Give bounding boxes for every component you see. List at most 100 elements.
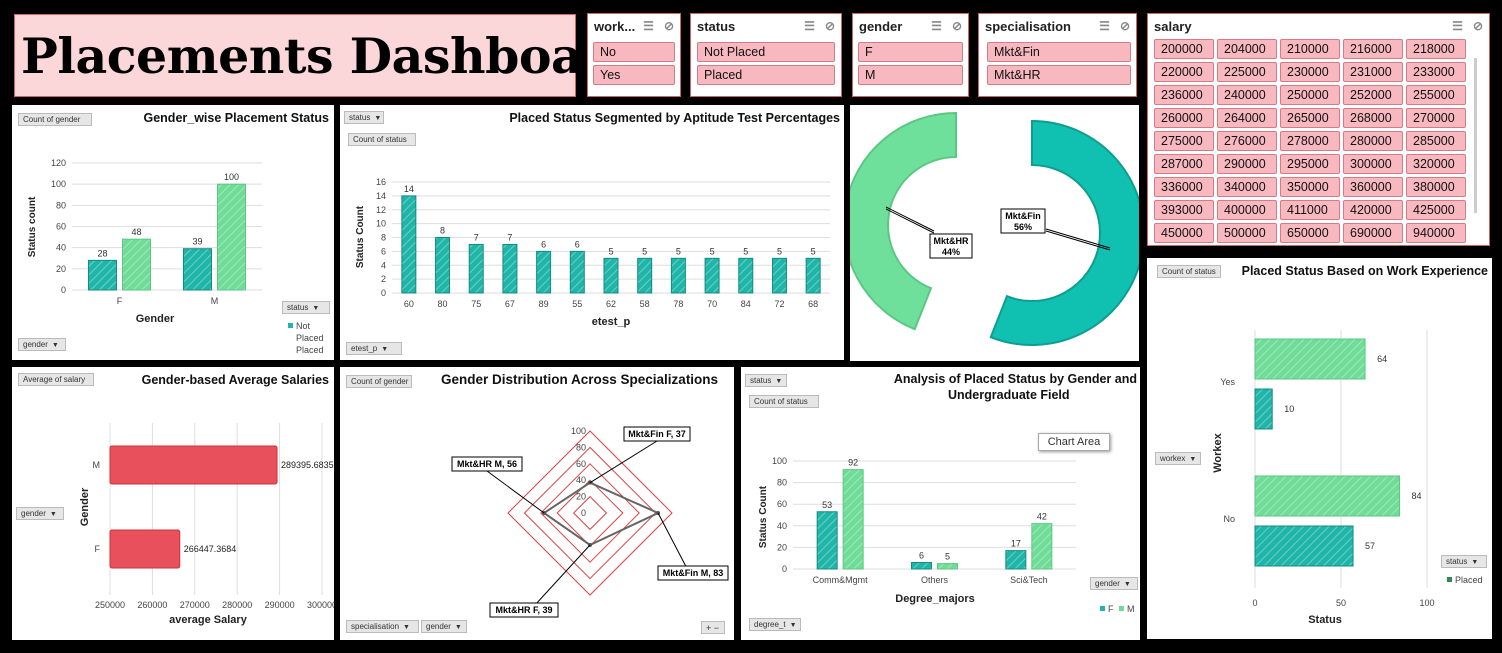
- avg-salary-chart[interactable]: 250000 260000 270000 280000 290000 300000 2893…: [12, 367, 334, 640]
- salary-slicer-item[interactable]: 225000: [1217, 62, 1277, 82]
- salary-slicer-item[interactable]: 500000: [1217, 223, 1277, 243]
- degree-chart[interactable]: 0 20 40 60 80 100 53 92 Comm&Mgmt 6 5 Others 17 42 Sci…: [741, 367, 1140, 640]
- salary-slicer-item[interactable]: 270000: [1406, 108, 1466, 128]
- slicer-item[interactable]: Yes: [593, 65, 675, 85]
- status-slicer[interactable]: status ☰ ⊘ Not Placed Placed: [690, 13, 842, 97]
- salary-slicer-item[interactable]: 350000: [1280, 177, 1340, 197]
- etest-panel: Placed Status Segmented by Aptitude Test…: [340, 105, 844, 360]
- salary-slicer-item[interactable]: 260000: [1154, 108, 1214, 128]
- clear-filter-icon[interactable]: ⊘: [951, 19, 962, 33]
- etest-chart[interactable]: 0246810121416146088077576768965556255857…: [340, 105, 844, 360]
- multi-select-icon[interactable]: ☰: [1452, 19, 1463, 33]
- salary-slicer-item[interactable]: 336000: [1154, 177, 1214, 197]
- slicer-item[interactable]: Not Placed: [697, 42, 835, 62]
- salary-slicer-item[interactable]: 450000: [1154, 223, 1214, 243]
- salary-slicer[interactable]: salary ☰ ⊘ 200000 204000 210000 216000 218000 2…: [1147, 13, 1490, 246]
- salary-slicer-item[interactable]: 230000: [1280, 62, 1340, 82]
- multi-select-icon[interactable]: ☰: [931, 19, 942, 33]
- value-field-button[interactable]: Average of salary: [18, 373, 94, 386]
- salary-slicer-item[interactable]: 275000: [1154, 131, 1214, 151]
- clear-filter-icon[interactable]: ⊘: [824, 19, 835, 33]
- slicer-item[interactable]: F: [858, 42, 963, 62]
- salary-slicer-item[interactable]: 411000: [1280, 200, 1340, 220]
- salary-slicer-item[interactable]: 210000: [1280, 39, 1340, 59]
- multi-select-icon[interactable]: ☰: [1099, 19, 1110, 33]
- filter-field-button[interactable]: status ▼: [344, 111, 384, 124]
- salary-slicer-item[interactable]: 265000: [1280, 108, 1340, 128]
- y-tick-label: 60: [777, 499, 787, 509]
- bar: [569, 250, 585, 294]
- legend-field-button[interactable]: status ▼: [1441, 555, 1487, 568]
- value-field-button[interactable]: Count of status: [1157, 265, 1221, 278]
- salary-slicer-item[interactable]: 320000: [1406, 154, 1466, 174]
- axis-field-button[interactable]: gender ▼: [18, 338, 66, 351]
- salary-slicer-item[interactable]: 231000: [1343, 62, 1403, 82]
- salary-slicer-item[interactable]: 393000: [1154, 200, 1214, 220]
- salary-slicer-item[interactable]: 650000: [1280, 223, 1340, 243]
- value-field-button[interactable]: Count of gender: [346, 375, 412, 388]
- radar-chart[interactable]: 0 20 40 60 80 100 Mkt&Fin F, 37 Mkt&HR M, 56 Mkt…: [340, 367, 734, 640]
- salary-slicer-item[interactable]: 420000: [1343, 200, 1403, 220]
- data-label: 5: [676, 246, 681, 256]
- salary-slicer-item[interactable]: 300000: [1343, 154, 1403, 174]
- salary-slicer-item[interactable]: 233000: [1406, 62, 1466, 82]
- salary-slicer-item[interactable]: 290000: [1217, 154, 1277, 174]
- legend-field-button[interactable]: status ▼: [282, 301, 330, 314]
- salary-slicer-item[interactable]: 340000: [1217, 177, 1277, 197]
- salary-slicer-item[interactable]: 285000: [1406, 131, 1466, 151]
- multi-select-icon[interactable]: ☰: [643, 19, 654, 33]
- axis-field-button[interactable]: gender ▼: [16, 507, 64, 520]
- slicer-scrollbar[interactable]: [1474, 58, 1477, 213]
- axis-field-button[interactable]: workex ▼: [1155, 452, 1201, 465]
- salary-slicer-item[interactable]: 278000: [1280, 131, 1340, 151]
- axis-field-button[interactable]: etest_p ▼: [346, 342, 402, 355]
- salary-slicer-item[interactable]: 380000: [1406, 177, 1466, 197]
- salary-slicer-item[interactable]: 216000: [1343, 39, 1403, 59]
- salary-slicer-item[interactable]: 400000: [1217, 200, 1277, 220]
- salary-slicer-item[interactable]: 220000: [1154, 62, 1214, 82]
- salary-slicer-item[interactable]: 425000: [1406, 200, 1466, 220]
- clear-filter-icon[interactable]: ⊘: [1119, 19, 1130, 33]
- filter-field-button[interactable]: status ▼: [745, 374, 787, 387]
- slicer-item[interactable]: Mkt&HR: [987, 65, 1131, 85]
- legend-field-button[interactable]: gender ▼: [1090, 577, 1138, 590]
- workex-slicer[interactable]: work... ☰ ⊘ No Yes: [587, 13, 681, 97]
- gender-slicer[interactable]: gender ☰ ⊘ F M: [852, 13, 969, 97]
- clear-filter-icon[interactable]: ⊘: [663, 19, 674, 33]
- salary-slicer-item[interactable]: 236000: [1154, 85, 1214, 105]
- salary-slicer-item[interactable]: 264000: [1217, 108, 1277, 128]
- gender-status-chart[interactable]: 0 20 40 60 80 100 120 28 48 F 39 100 M Gender Status c…: [12, 105, 334, 360]
- salary-slicer-item[interactable]: 295000: [1280, 154, 1340, 174]
- gender-field-button[interactable]: gender ▼: [421, 620, 467, 633]
- specialisation-field-button[interactable]: specialisation ▼: [346, 620, 419, 633]
- salary-slicer-item[interactable]: 204000: [1217, 39, 1277, 59]
- workex-chart[interactable]: 0 50 100 64 10 Yes 84 57 No Status Workex Placed: [1147, 258, 1492, 639]
- expand-collapse-buttons[interactable]: + −: [701, 621, 725, 634]
- salary-slicer-item[interactable]: 280000: [1343, 131, 1403, 151]
- salary-slicer-item[interactable]: 200000: [1154, 39, 1214, 59]
- slicer-item[interactable]: Placed: [697, 65, 835, 85]
- salary-slicer-item[interactable]: 276000: [1217, 131, 1277, 151]
- slicer-item[interactable]: M: [858, 65, 963, 85]
- value-field-button[interactable]: Count of gender: [18, 113, 92, 126]
- value-field-button[interactable]: Count of status: [348, 133, 416, 146]
- salary-slicer-item[interactable]: 252000: [1343, 85, 1403, 105]
- clear-filter-icon[interactable]: ⊘: [1472, 19, 1483, 33]
- salary-slicer-item[interactable]: 287000: [1154, 154, 1214, 174]
- salary-slicer-item[interactable]: 255000: [1406, 85, 1466, 105]
- value-field-button[interactable]: Count of status: [749, 395, 819, 408]
- salary-slicer-item[interactable]: 240000: [1217, 85, 1277, 105]
- salary-slicer-item[interactable]: 268000: [1343, 108, 1403, 128]
- axis-field-button[interactable]: degree_t ▼: [749, 618, 801, 631]
- radar-gridline: [523, 446, 657, 580]
- slicer-item[interactable]: Mkt&Fin: [987, 42, 1131, 62]
- slicer-item[interactable]: No: [593, 42, 675, 62]
- salary-slicer-item[interactable]: 218000: [1406, 39, 1466, 59]
- multi-select-icon[interactable]: ☰: [804, 19, 815, 33]
- salary-slicer-item[interactable]: 360000: [1343, 177, 1403, 197]
- salary-slicer-item[interactable]: 940000: [1406, 223, 1466, 243]
- salary-slicer-item[interactable]: 690000: [1343, 223, 1403, 243]
- salary-slicer-item[interactable]: 250000: [1280, 85, 1340, 105]
- specialisation-slicer[interactable]: specialisation ☰ ⊘ Mkt&Fin Mkt&HR: [978, 13, 1137, 97]
